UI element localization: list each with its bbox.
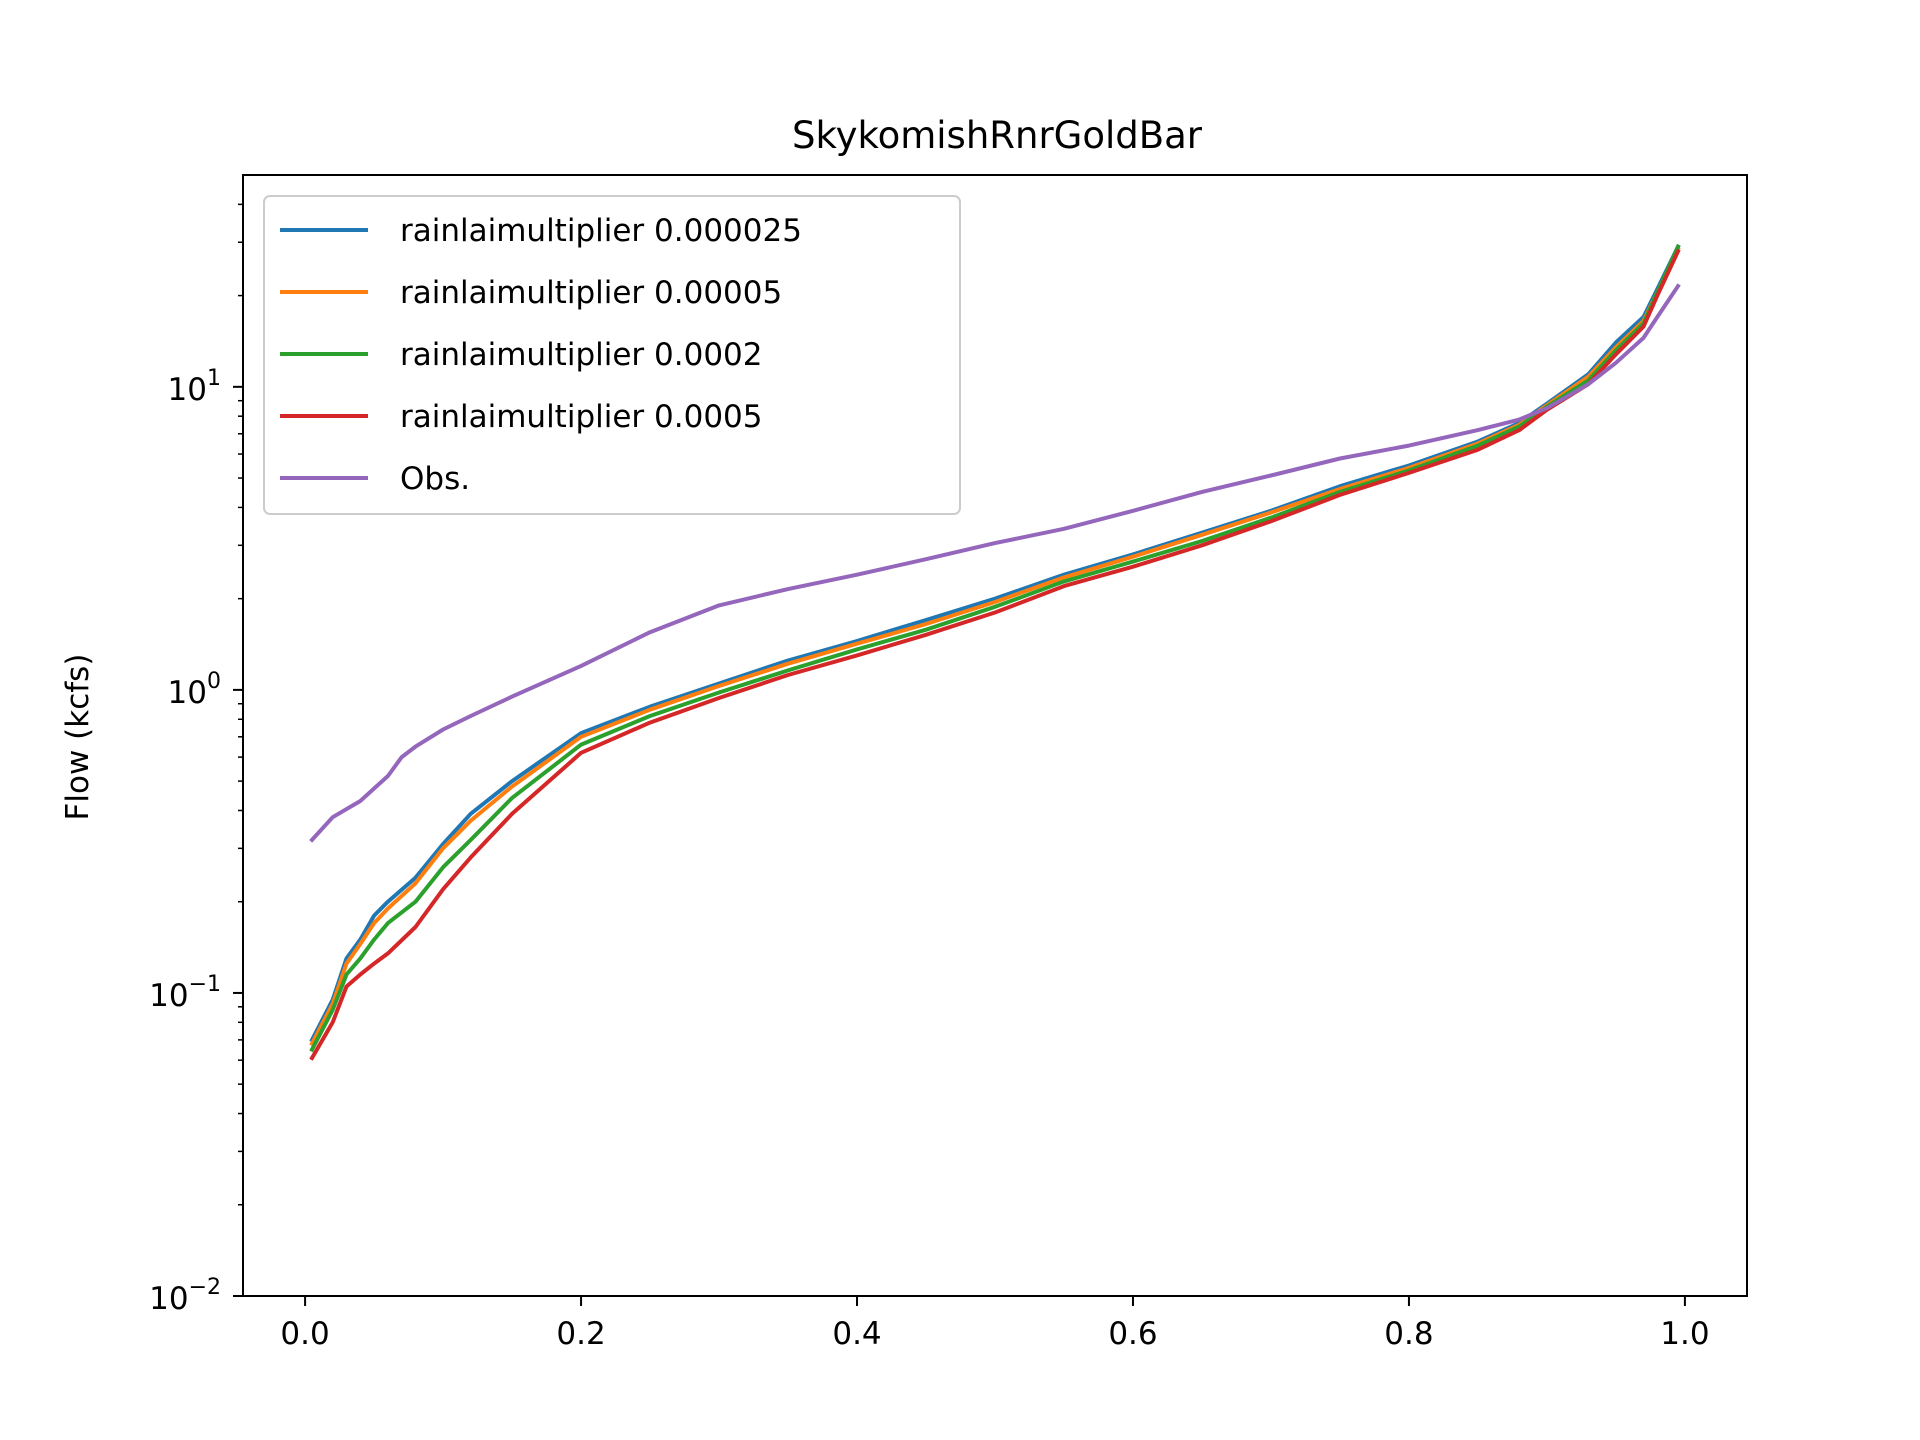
- y-tick-label: 10−2: [149, 1275, 221, 1317]
- y-tick-label: 100: [168, 669, 221, 711]
- legend: rainlaimultiplier 0.000025 rainlaimultipl…: [263, 195, 961, 515]
- legend-label: rainlaimultiplier 0.00005: [400, 275, 782, 311]
- y-tick-label: 101: [168, 366, 221, 408]
- plot-area: [309, 244, 1681, 1061]
- chart-title: SkykomishRnrGoldBar: [792, 114, 1203, 157]
- x-tick-label: 0.2: [556, 1316, 605, 1352]
- legend-frame: [263, 195, 961, 515]
- x-tick-label: 0.4: [832, 1316, 881, 1352]
- y-tick-label: 10−1: [149, 972, 221, 1014]
- axis-ticks: 0.0 0.2 0.4 0.6 0.8 1.0 10−2 10−1 100 101: [149, 203, 1710, 1352]
- x-tick-label: 0.6: [1108, 1316, 1157, 1352]
- legend-label: rainlaimultiplier 0.000025: [400, 213, 802, 249]
- x-tick-label: 1.0: [1660, 1316, 1709, 1352]
- series-line-4: [309, 283, 1681, 843]
- y-axis-label: Flow (kcfs): [60, 654, 96, 821]
- legend-label: Obs.: [400, 461, 470, 497]
- legend-label: rainlaimultiplier 0.0002: [400, 337, 763, 373]
- axes-frame: [242, 174, 1748, 1297]
- x-tick-label: 0.8: [1384, 1316, 1433, 1352]
- x-tick-label: 0.0: [280, 1316, 329, 1352]
- legend-label: rainlaimultiplier 0.0005: [400, 399, 763, 435]
